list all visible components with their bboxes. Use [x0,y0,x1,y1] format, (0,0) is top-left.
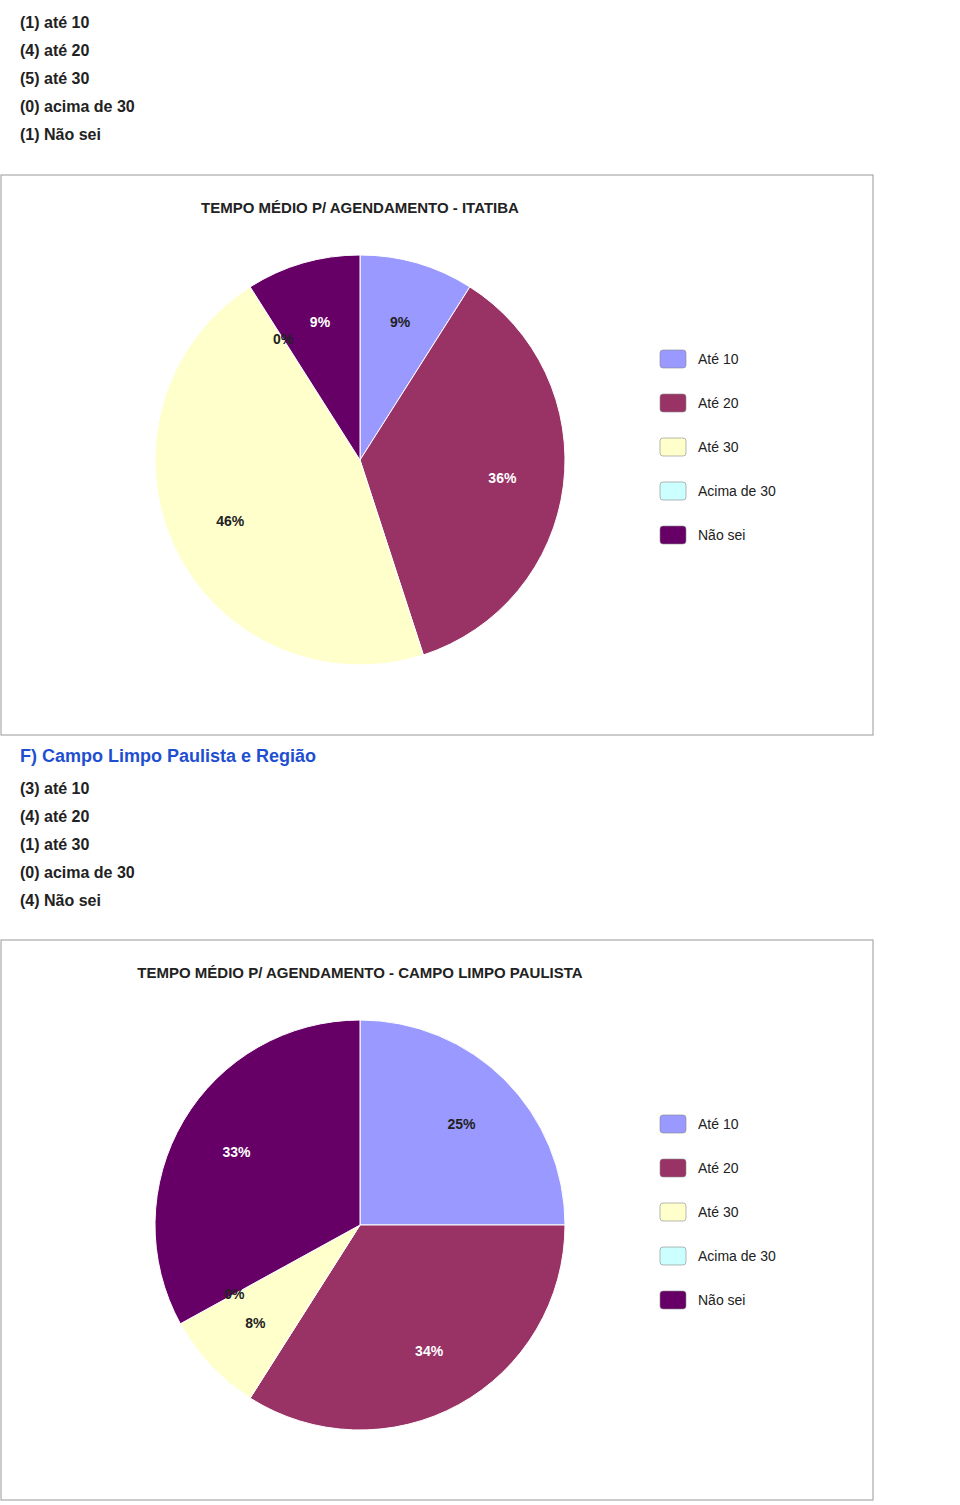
data-labels: 25% 34% 8%0% 33% [222,1116,476,1359]
data-label: 9% [390,314,411,330]
slice [155,1020,360,1324]
data-label: 25% [447,1116,476,1132]
legend-label: Até 30 [698,439,739,455]
legend-label: Acima de 30 [698,1248,776,1264]
legend-label: Até 10 [698,1116,739,1132]
annotation: (3) até 10 [20,780,89,797]
title: TEMPO MÉDIO P/ AGENDAMENTO - CAMPO LIMPO… [137,964,582,981]
data-label: 9% [310,314,331,330]
legend-label: Até 10 [698,351,739,367]
annotation: (4) até 20 [20,808,89,825]
legend: Até 10 Até 20 Até 30 Acima de 30 Não sei [660,350,776,544]
legend-swatch [660,394,686,412]
annotation: (0) acima de 30 [20,98,135,115]
slice [155,287,423,665]
legend-swatch [660,1247,686,1265]
legend-swatch [660,438,686,456]
chart-0: (1) até 10 (4) até 20 (5) até 30 (0) acima … [1,14,873,735]
subtitle: F) Campo Limpo Paulista e Região [20,746,316,766]
data-label: 0% [224,1286,245,1302]
slices [155,1020,565,1430]
slice [360,1020,565,1225]
slices [155,255,565,665]
legend-swatch [660,1291,686,1309]
panel-frame [1,940,873,1500]
annotation: (5) até 30 [20,70,89,87]
legend-swatch [660,350,686,368]
annotation: (1) até 10 [20,14,89,31]
legend-swatch [660,1159,686,1177]
legend-label: Não sei [698,527,745,543]
legend-swatch [660,1203,686,1221]
legend-label: Acima de 30 [698,483,776,499]
data-label: 36% [488,470,517,486]
data-label: 33% [222,1144,251,1160]
legend-swatch [660,526,686,544]
annotation: (4) até 20 [20,42,89,59]
legend-label: Até 30 [698,1204,739,1220]
data-labels: 9% 36% 46% 0% 9% [216,314,517,529]
legend: Até 10 Até 20 Até 30 Acima de 30 Não sei [660,1115,776,1309]
legend-label: Não sei [698,1292,745,1308]
data-label: 46% [216,513,245,529]
data-label: 0% [273,331,294,347]
data-label: 34% [415,1343,444,1359]
legend-swatch [660,1115,686,1133]
annotation: (1) Não sei [20,126,101,143]
slice [250,255,360,460]
legend-swatch [660,482,686,500]
panel-frame [1,175,873,735]
annotation: (1) até 30 [20,836,89,853]
page: (1) até 10 (4) até 20 (5) até 30 (0) acima … [0,0,960,1505]
annotation: (4) Não sei [20,892,101,909]
legend-label: Até 20 [698,395,739,411]
title: TEMPO MÉDIO P/ AGENDAMENTO - ITATIBA [201,199,519,216]
annotation: (0) acima de 30 [20,864,135,881]
chart-1: F) Campo Limpo Paulista e Região (3) até … [1,746,873,1500]
legend-label: Até 20 [698,1160,739,1176]
data-label: 8% [245,1315,266,1331]
